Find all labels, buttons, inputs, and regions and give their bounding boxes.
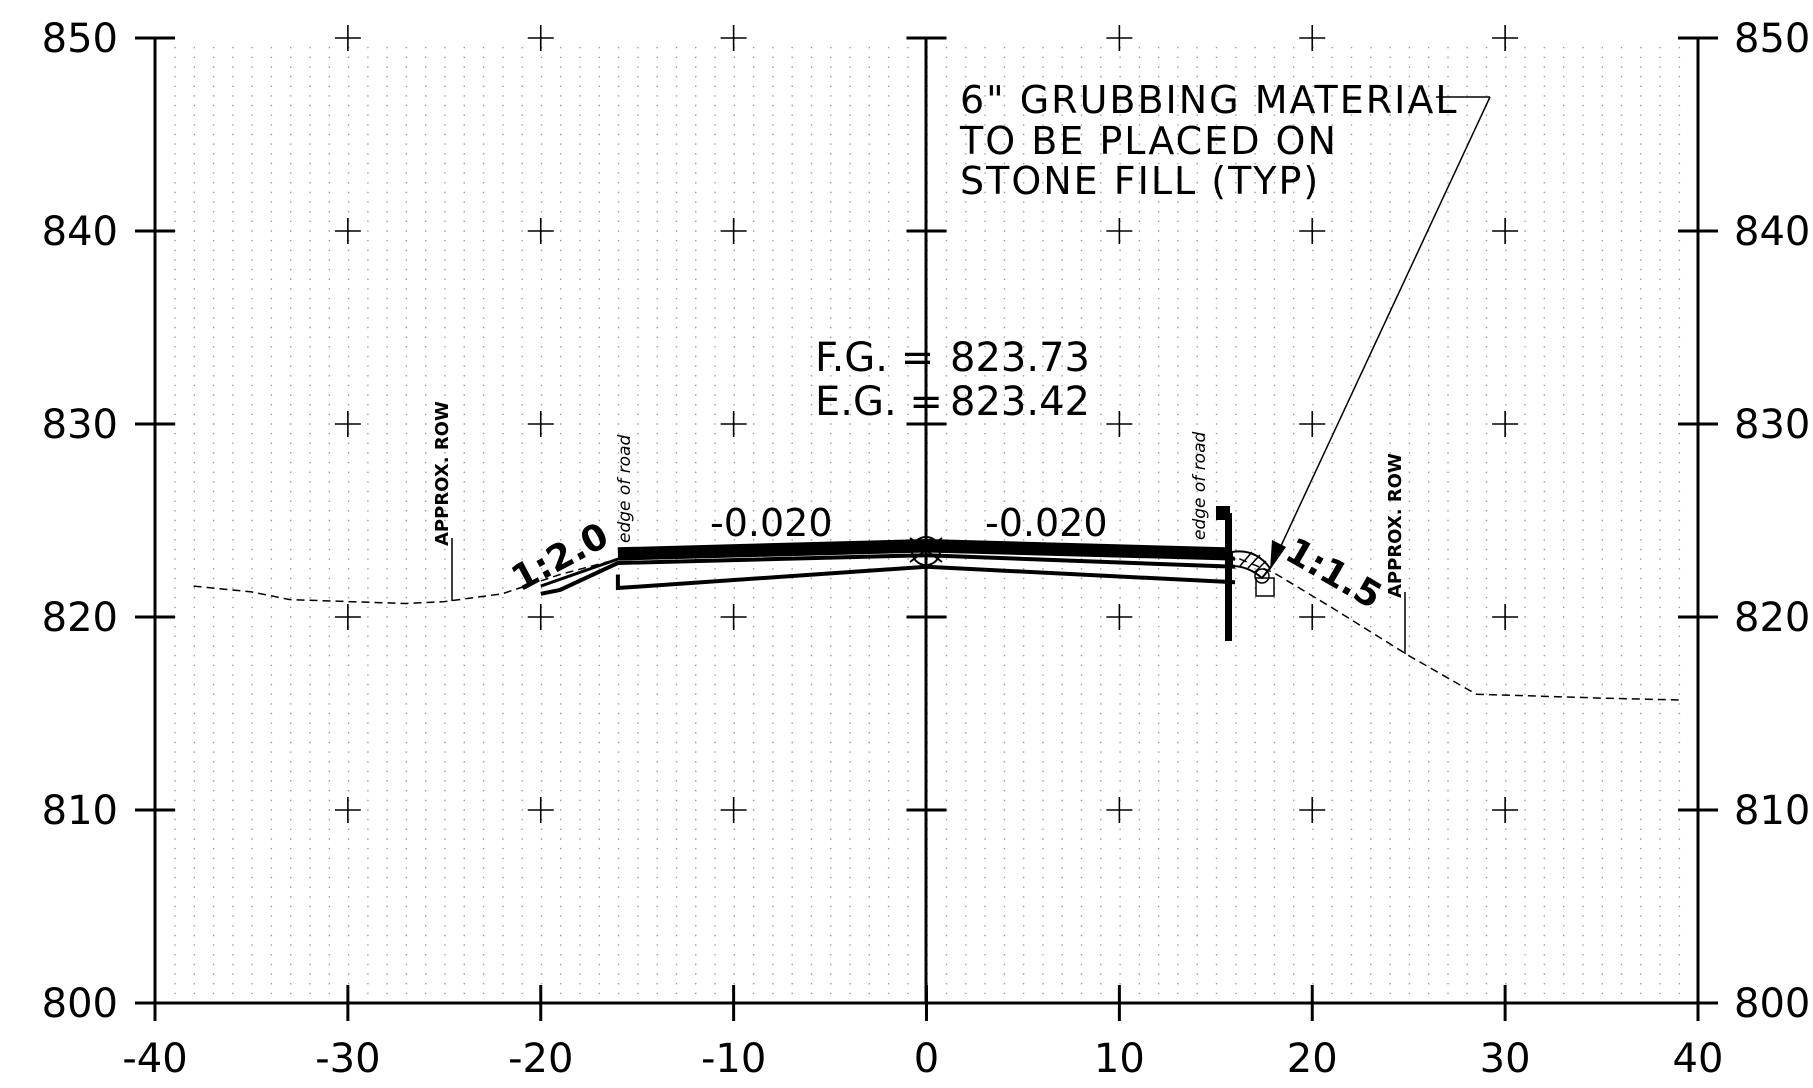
x-tick-label: -20 bbox=[508, 1036, 573, 1082]
left-side-slope: 1:2.0 bbox=[505, 515, 615, 600]
grid-cross-icon bbox=[1299, 411, 1326, 437]
eg-label: E.G. = bbox=[815, 379, 943, 425]
grid-cross-icon bbox=[1299, 604, 1326, 630]
x-tick-label: -40 bbox=[122, 1036, 187, 1082]
grid-cross-icon bbox=[1106, 604, 1133, 630]
y-tick-label: 810 bbox=[1734, 788, 1810, 834]
axis-ticks bbox=[135, 36, 1718, 1021]
x-tick-label: 0 bbox=[914, 1036, 939, 1082]
x-tick-label: 40 bbox=[1673, 1036, 1724, 1082]
grid-cross-icon bbox=[1106, 797, 1133, 823]
y-axis-labels-left: 800 810 820 830 840 850 bbox=[42, 16, 118, 1027]
right-side-slope: 1:1.5 bbox=[1279, 530, 1389, 617]
right-edge-of-road-label: edge of road bbox=[1190, 431, 1210, 540]
grid-cross-icon bbox=[720, 797, 747, 823]
note-line-2: TO BE PLACED ON bbox=[959, 119, 1338, 163]
grid-cross-icon bbox=[1299, 25, 1326, 51]
grid-cross-icon bbox=[334, 411, 361, 437]
guardrail-post bbox=[1225, 513, 1232, 641]
note-line-3: STONE FILL (TYP) bbox=[960, 159, 1320, 203]
y-tick-label: 830 bbox=[1734, 402, 1810, 448]
right-row-label: APPROX. ROW bbox=[1385, 453, 1406, 598]
arrowhead-icon bbox=[1270, 540, 1286, 570]
pavement-layer-line bbox=[540, 553, 1236, 596]
grid-cross-icon bbox=[527, 604, 554, 630]
centerline-marker-icon bbox=[909, 536, 943, 566]
left-row-label: APPROX. ROW bbox=[432, 401, 453, 546]
grid-cross-icon bbox=[334, 218, 361, 244]
grid-dot-pattern bbox=[174, 46, 1681, 995]
existing-ground-line bbox=[193, 550, 1679, 701]
grid-cross-icon bbox=[720, 604, 747, 630]
y-tick-label: 840 bbox=[42, 209, 118, 255]
x-axis-labels: -40 -30 -20 -10 0 10 20 30 40 bbox=[122, 1036, 1723, 1082]
grid-cross-icon bbox=[1106, 411, 1133, 437]
grid-cross-icon bbox=[527, 25, 554, 51]
y-tick-label: 850 bbox=[42, 16, 118, 62]
pavement-layer-line bbox=[615, 564, 1236, 591]
grid-cross-icon bbox=[1492, 25, 1519, 51]
y-tick-label: 800 bbox=[1734, 981, 1810, 1027]
grid-cross-icon bbox=[720, 218, 747, 244]
guardrail-cap bbox=[1216, 506, 1230, 520]
y-tick-label: 840 bbox=[1734, 209, 1810, 255]
x-tick-label: -30 bbox=[315, 1036, 380, 1082]
grid-cross-icon bbox=[1492, 411, 1519, 437]
fg-value: 823.73 bbox=[950, 335, 1090, 381]
y-tick-label: 800 bbox=[42, 981, 118, 1027]
grid-cross-icon bbox=[1492, 604, 1519, 630]
x-tick-label: 10 bbox=[1094, 1036, 1145, 1082]
x-tick-label: -10 bbox=[701, 1036, 766, 1082]
left-cross-slope: -0.020 bbox=[710, 501, 833, 545]
grid-cross-icon bbox=[1492, 218, 1519, 244]
note-line-1: 6" GRUBBING MATERIAL bbox=[960, 78, 1459, 122]
grid-cross-icon bbox=[720, 25, 747, 51]
y-tick-label: 810 bbox=[42, 788, 118, 834]
x-tick-label: 30 bbox=[1480, 1036, 1531, 1082]
finished-grade-line bbox=[617, 538, 1226, 560]
grid-cross-icon bbox=[1299, 797, 1326, 823]
grid-cross-icon bbox=[1106, 218, 1133, 244]
grid-cross-icon bbox=[1492, 797, 1519, 823]
y-tick-label: 850 bbox=[1734, 16, 1810, 62]
grid-cross-marks bbox=[334, 25, 1519, 823]
dotted-grid bbox=[174, 46, 1681, 995]
grid-cross-icon bbox=[334, 25, 361, 51]
eg-value: 823.42 bbox=[950, 379, 1090, 425]
grid-cross-icon bbox=[720, 411, 747, 437]
grid-cross-icon bbox=[1299, 218, 1326, 244]
grid-cross-icon bbox=[1106, 25, 1133, 51]
x-tick-label: 20 bbox=[1287, 1036, 1338, 1082]
stone-fill-hatch bbox=[1231, 550, 1275, 597]
grid-cross-icon bbox=[527, 218, 554, 244]
y-axis-labels-right: 800 810 820 830 840 850 bbox=[1734, 16, 1810, 1027]
y-tick-label: 830 bbox=[42, 402, 118, 448]
fg-label: F.G. = bbox=[815, 335, 934, 381]
left-edge-of-road-label: edge of road bbox=[615, 434, 635, 543]
note-leader-arrow bbox=[1272, 96, 1491, 564]
grid-cross-icon bbox=[527, 797, 554, 823]
y-tick-label: 820 bbox=[42, 595, 118, 641]
y-tick-label: 820 bbox=[1734, 595, 1810, 641]
grid-cross-icon bbox=[527, 411, 554, 437]
grid-cross-icon bbox=[334, 797, 361, 823]
grid-cross-icon bbox=[334, 604, 361, 630]
right-cross-slope: -0.020 bbox=[985, 501, 1108, 545]
